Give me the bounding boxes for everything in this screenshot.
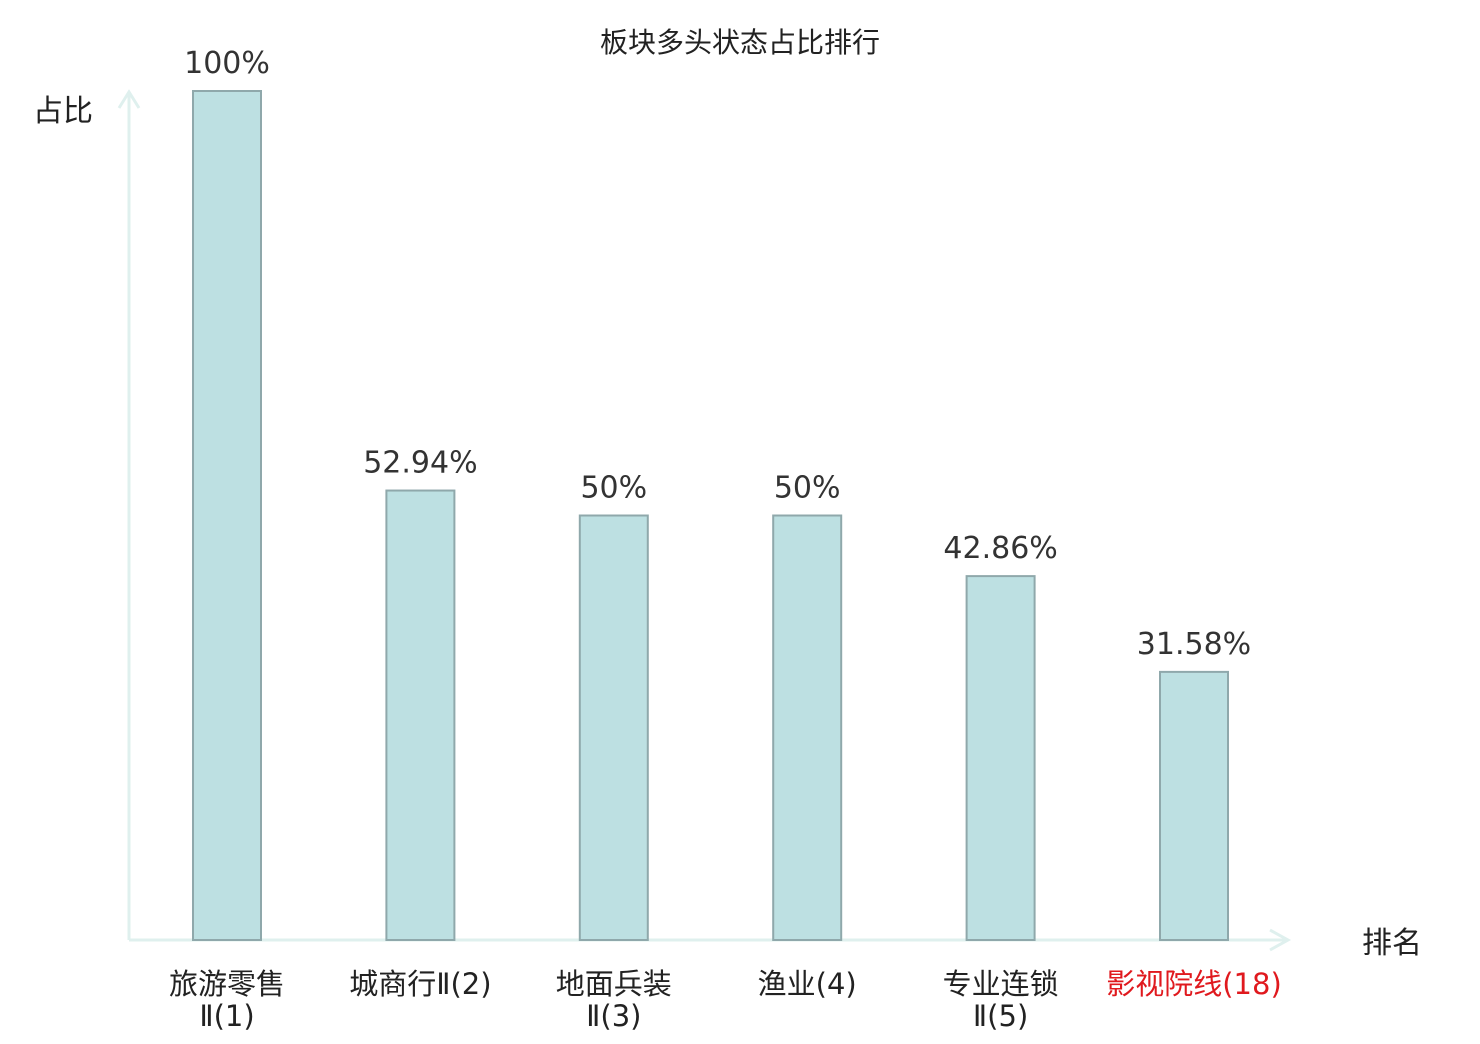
- category-label-1-line-1: 旅游零售: [169, 967, 285, 1001]
- x-axis-label: 排名: [1362, 926, 1422, 961]
- category-label-5: 专业连锁 Ⅱ(5): [943, 967, 1059, 1033]
- category-label-2-line-1: 城商行Ⅱ(2): [349, 967, 491, 1001]
- category-label-1: 旅游零售 Ⅱ(1): [169, 967, 285, 1033]
- chart-title: 板块多头状态占比排行: [600, 26, 880, 59]
- category-label-6: 影视院线(18): [1106, 967, 1282, 1001]
- bar-4: [772, 514, 843, 941]
- value-label-1: 100%: [184, 46, 270, 81]
- category-label-4: 渔业(4): [758, 967, 857, 1001]
- category-label-6-line-1: 影视院线(18): [1106, 967, 1282, 1001]
- y-axis-arrow: [117, 89, 141, 109]
- bars: [192, 90, 1229, 941]
- bar-1: [192, 90, 262, 941]
- y-axis: [117, 89, 141, 940]
- category-labels: 旅游零售 Ⅱ(1) 城商行Ⅱ(2) 地面兵装 Ⅱ(3) 渔业(4) 专业连锁 Ⅱ(5) 影视院线…: [169, 967, 1282, 1033]
- value-label-6: 31.58%: [1137, 627, 1251, 662]
- bar-2: [385, 489, 456, 941]
- y-axis-label: 占比: [33, 94, 93, 129]
- bar-6: [1159, 670, 1229, 941]
- value-labels: 100% 52.94% 50% 50% 42.86% 31.58%: [184, 46, 1251, 662]
- category-label-3-line-1: 地面兵装: [556, 967, 672, 1001]
- category-label-1-line-2: Ⅱ(1): [199, 999, 254, 1033]
- value-label-4: 50%: [774, 471, 841, 506]
- bar-3: [578, 514, 649, 941]
- category-label-2: 城商行Ⅱ(2): [349, 967, 491, 1001]
- value-label-3: 50%: [580, 471, 647, 506]
- value-label-5: 42.86%: [943, 531, 1057, 566]
- value-label-2: 52.94%: [363, 446, 477, 481]
- bar-5: [965, 575, 1036, 941]
- x-axis-arrow: [1269, 928, 1292, 952]
- category-label-4-line-1: 渔业(4): [758, 967, 857, 1001]
- category-label-3-line-2: Ⅱ(3): [586, 999, 641, 1033]
- category-label-5-line-1: 专业连锁: [943, 967, 1059, 1001]
- category-label-5-line-2: Ⅱ(5): [973, 999, 1028, 1033]
- x-axis: [129, 928, 1292, 952]
- category-label-3: 地面兵装 Ⅱ(3): [556, 967, 672, 1033]
